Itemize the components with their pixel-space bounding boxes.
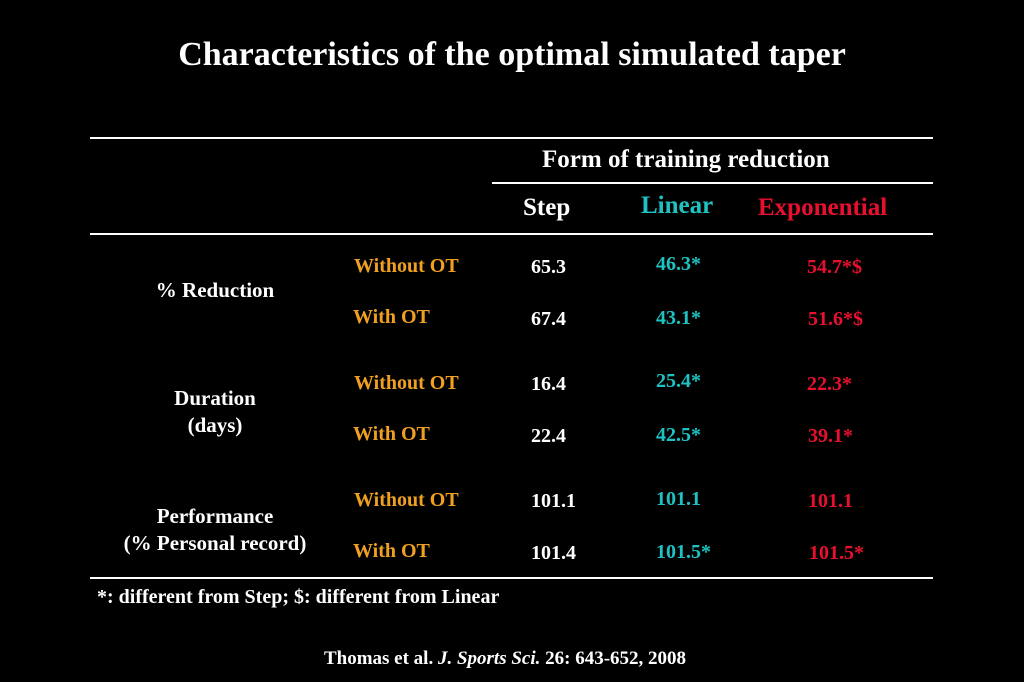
- citation-details: 26: 643-652, 2008: [545, 648, 687, 669]
- value-linear: 25.4*: [656, 370, 701, 392]
- row-label-performance: Performance (% Personal record): [105, 503, 325, 557]
- value-step: 67.4: [531, 308, 566, 330]
- table-bottom-rule: [90, 577, 933, 579]
- footnote: *: different from Step; $: different fro…: [97, 586, 500, 608]
- citation-journal: J. Sports Sci.: [437, 648, 541, 669]
- value-linear: 101.5*: [656, 541, 711, 563]
- row-label-line: Performance: [156, 504, 274, 528]
- header-group-rule: [492, 182, 933, 184]
- table-top-rule: [90, 137, 933, 139]
- value-step: 22.4: [531, 425, 566, 447]
- condition-without-ot: Without OT: [354, 372, 459, 394]
- citation: Thomas et al. J. Sports Sci. 26: 643-652…: [0, 648, 1010, 670]
- value-exponential: 51.6*$: [808, 308, 863, 330]
- value-linear: 43.1*: [656, 307, 701, 329]
- value-exponential: 101.1: [808, 490, 853, 512]
- condition-with-ot: With OT: [353, 306, 430, 328]
- value-exponential: 22.3*: [807, 373, 852, 395]
- value-exponential: 39.1*: [808, 425, 853, 447]
- row-label-line: (% Personal record): [123, 531, 307, 555]
- row-label-line: % Reduction: [155, 278, 275, 302]
- header-bottom-rule: [90, 233, 933, 235]
- column-header-exponential: Exponential: [758, 194, 888, 221]
- column-header-linear: Linear: [641, 192, 714, 219]
- value-exponential: 101.5*: [809, 542, 864, 564]
- condition-without-ot: Without OT: [354, 489, 459, 511]
- condition-with-ot: With OT: [353, 423, 430, 445]
- row-label-reduction: % Reduction: [105, 277, 325, 304]
- condition-without-ot: Without OT: [354, 255, 459, 277]
- value-step: 101.1: [531, 490, 576, 512]
- slide-title: Characteristics of the optimal simulated…: [178, 36, 846, 73]
- condition-with-ot: With OT: [353, 540, 430, 562]
- header-group-label: Form of training reduction: [542, 146, 830, 173]
- citation-authors: Thomas et al.: [323, 648, 434, 669]
- value-linear: 42.5*: [656, 424, 701, 446]
- value-linear: 46.3*: [656, 253, 701, 275]
- row-label-line: Duration: [174, 386, 256, 410]
- value-linear: 101.1: [656, 488, 701, 510]
- value-step: 101.4: [531, 542, 576, 564]
- value-exponential: 54.7*$: [807, 256, 862, 278]
- row-label-line: (days): [187, 413, 243, 437]
- value-step: 65.3: [531, 256, 566, 278]
- row-label-duration: Duration (days): [105, 385, 325, 439]
- value-step: 16.4: [531, 373, 566, 395]
- column-header-step: Step: [523, 194, 571, 221]
